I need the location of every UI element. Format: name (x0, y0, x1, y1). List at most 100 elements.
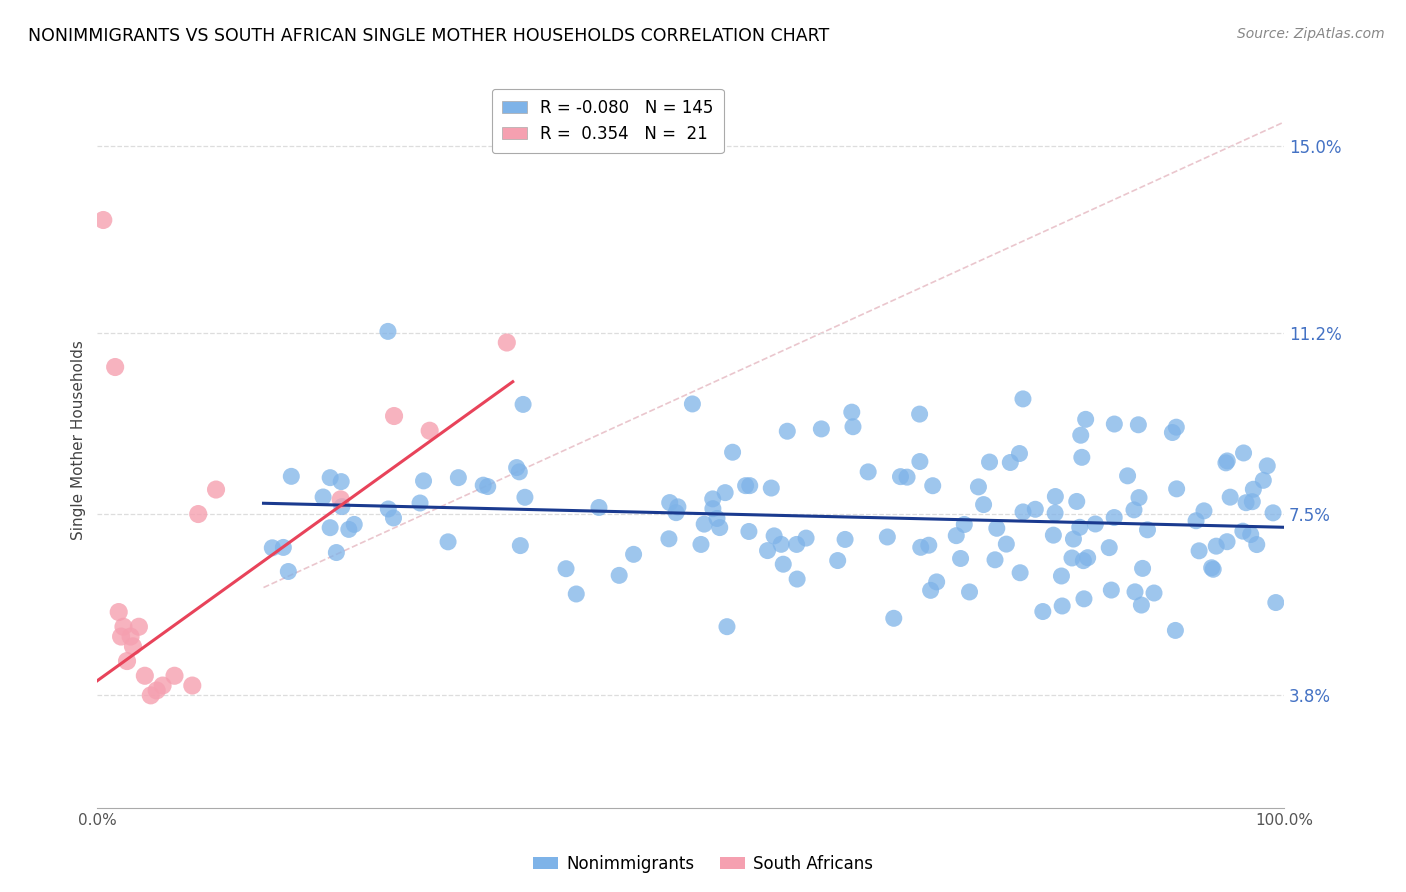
Point (447, 470, 470, 484)
Point (513, 491, 536, 505)
Legend: R = -0.080   N = 145, R =  0.354   N =  21: R = -0.080 N = 145, R = 0.354 N = 21 (492, 88, 724, 153)
Point (1219, 490, 1241, 504)
Point (693, 517, 716, 532)
Point (319, 470, 342, 484)
Point (1012, 392, 1035, 406)
Point (889, 469, 911, 483)
Point (382, 409, 405, 423)
Point (181, 679, 204, 693)
Point (588, 500, 610, 515)
Point (1008, 446, 1031, 460)
Point (1062, 532, 1084, 546)
Point (505, 460, 527, 475)
Point (120, 630, 142, 644)
Point (1164, 624, 1187, 638)
Point (1185, 514, 1208, 528)
Point (110, 630, 132, 644)
Point (273, 541, 295, 555)
Point (1241, 494, 1264, 508)
Point (665, 506, 688, 520)
Point (107, 605, 129, 619)
Point (856, 465, 879, 479)
Point (920, 583, 942, 598)
Point (377, 325, 399, 339)
Point (1232, 446, 1254, 460)
Point (949, 551, 972, 566)
Point (145, 683, 167, 698)
Point (702, 501, 724, 516)
Point (908, 407, 931, 421)
Point (325, 545, 347, 559)
Point (1216, 454, 1239, 468)
Point (330, 500, 353, 514)
Point (841, 405, 863, 419)
Point (495, 335, 517, 350)
Point (382, 511, 405, 525)
Point (319, 521, 342, 535)
Point (921, 479, 943, 493)
Point (1010, 566, 1032, 580)
Point (509, 539, 531, 553)
Text: NONIMMIGRANTS VS SOUTH AFRICAN SINGLE MOTHER HOUSEHOLDS CORRELATION CHART: NONIMMIGRANTS VS SOUTH AFRICAN SINGLE MO… (28, 27, 830, 45)
Point (709, 520, 731, 534)
Point (876, 530, 898, 544)
Point (763, 529, 786, 543)
Point (1077, 550, 1099, 565)
Point (277, 565, 299, 579)
Point (205, 483, 228, 497)
Point (1201, 561, 1223, 575)
Point (419, 424, 441, 438)
Point (1215, 456, 1237, 470)
Point (412, 474, 434, 488)
Point (1132, 561, 1154, 575)
Point (115, 654, 138, 668)
Point (377, 502, 399, 516)
Point (967, 480, 990, 494)
Point (128, 620, 150, 634)
Point (1246, 538, 1268, 552)
Point (690, 537, 713, 551)
Point (1166, 420, 1188, 434)
Point (1045, 490, 1067, 504)
Point (786, 537, 808, 551)
Point (1192, 504, 1215, 518)
Point (772, 558, 794, 572)
Point (716, 620, 738, 634)
Point (1104, 417, 1126, 431)
Point (1234, 496, 1257, 510)
Point (1128, 491, 1150, 505)
Point (409, 496, 432, 510)
Point (776, 424, 799, 438)
Point (1130, 598, 1153, 612)
Point (979, 455, 1001, 469)
Point (312, 490, 335, 504)
Point (1074, 412, 1097, 426)
Point (1261, 506, 1284, 520)
Point (1143, 586, 1166, 600)
Point (1116, 468, 1139, 483)
Point (714, 485, 737, 500)
Point (1060, 551, 1083, 566)
Point (706, 511, 728, 525)
Point (1136, 523, 1159, 537)
Point (1024, 502, 1046, 516)
Point (995, 537, 1018, 551)
Point (1205, 539, 1227, 553)
Point (770, 537, 793, 551)
Point (1070, 428, 1092, 442)
Point (658, 532, 681, 546)
Point (681, 397, 703, 411)
Point (508, 465, 530, 479)
Point (187, 507, 209, 521)
Point (986, 521, 1008, 535)
Point (1232, 524, 1254, 538)
Point (1166, 482, 1188, 496)
Point (925, 574, 948, 589)
Point (1050, 569, 1073, 583)
Point (883, 611, 905, 625)
Point (1256, 458, 1278, 473)
Point (1042, 528, 1064, 542)
Point (112, 620, 135, 634)
Point (134, 669, 156, 683)
Point (1253, 474, 1275, 488)
